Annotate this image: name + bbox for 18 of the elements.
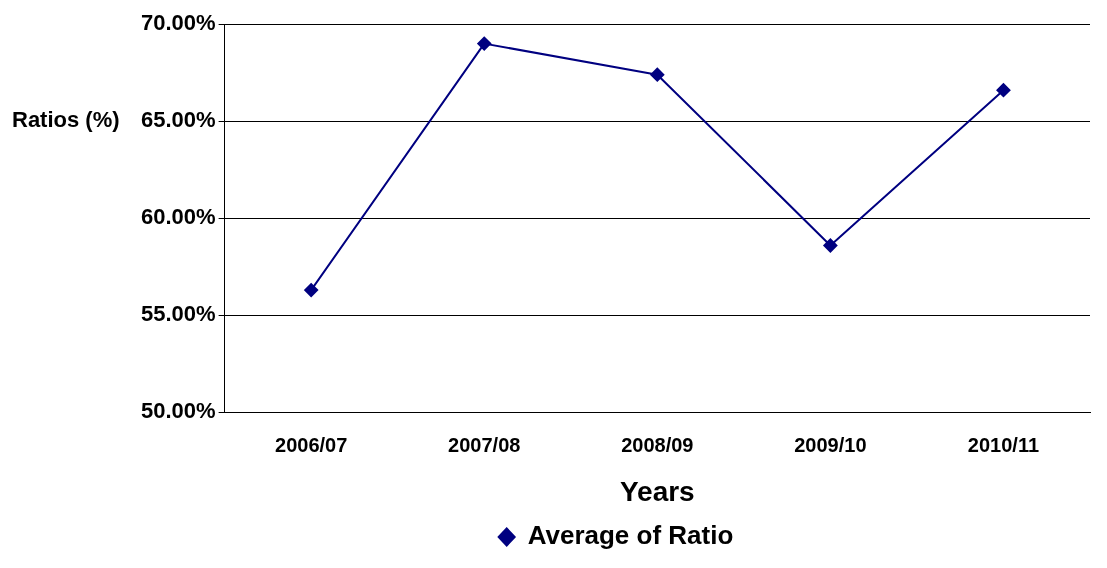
x-tick-label: 2010/11	[967, 433, 1040, 456]
x-tick-label: 2008/09	[621, 433, 694, 456]
point	[823, 238, 838, 253]
x-tick-label: 2007/08	[448, 433, 521, 456]
x-tick-label: 2009/10	[794, 433, 867, 456]
y-tick-label: 65.00%	[140, 107, 216, 133]
y-tick-label: 50.00%	[140, 398, 216, 424]
y-axis-title: Ratios (%)	[12, 107, 120, 133]
y-tick-label: 55.00%	[140, 301, 216, 327]
x-axis-title: Years	[619, 475, 695, 507]
legend-label: Average of Ratio	[527, 520, 734, 551]
point	[996, 83, 1011, 98]
y-tick-label: 60.00%	[140, 204, 216, 230]
point	[477, 36, 492, 51]
point	[650, 67, 665, 82]
y-tick-label: 70.00%	[140, 10, 216, 36]
x-tick-label: 2006/07	[275, 433, 348, 456]
point	[304, 283, 319, 298]
